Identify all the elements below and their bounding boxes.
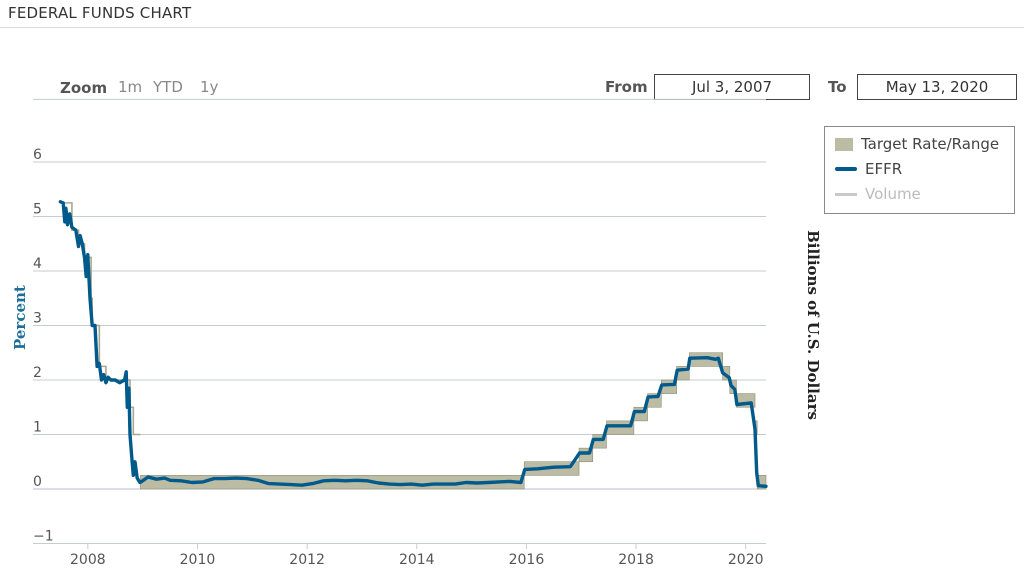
- y-tick-label: 0: [33, 474, 42, 490]
- x-tick-label: 2018: [618, 552, 654, 568]
- y-tick-layer: −1 0 1 2 3 4 5 6: [33, 147, 54, 545]
- x-tick-label: 2014: [399, 552, 435, 568]
- x-tick-layer: 2008 2010 2012 2014 2016 2018 2020: [70, 552, 764, 568]
- from-label: From: [605, 78, 648, 96]
- legend-label-effr: EFFR: [865, 160, 903, 178]
- target-rate-layer: [60, 202, 767, 490]
- x-tick-label: 2010: [180, 552, 216, 568]
- legend: Target Rate/Range EFFR Volume: [824, 126, 1015, 214]
- volume-swatch-icon: [835, 192, 857, 196]
- y-tick-label: −1: [33, 529, 54, 545]
- legend-label-target: Target Rate/Range: [861, 135, 1000, 153]
- zoom-label: Zoom: [60, 79, 108, 97]
- x-tick-label: 2008: [70, 552, 106, 568]
- to-date-input[interactable]: May 13, 2020: [857, 74, 1017, 100]
- effr-layer: [58, 200, 768, 488]
- to-label: To: [828, 78, 847, 96]
- y-tick-label: 5: [33, 202, 42, 218]
- from-date-input[interactable]: Jul 3, 2007: [654, 74, 810, 100]
- zoom-1m-button[interactable]: 1m: [118, 78, 143, 96]
- x-tick-label: 2012: [289, 552, 325, 568]
- y-tick-label: 4: [33, 256, 42, 272]
- effr-series-line: [58, 200, 768, 488]
- y-tick-label: 6: [33, 147, 42, 163]
- target-swatch-icon: [835, 137, 853, 151]
- y-tick-label: 1: [33, 420, 42, 436]
- zoom-1y-button[interactable]: 1y: [200, 78, 219, 96]
- x-tick-label: 2016: [509, 552, 545, 568]
- zoom-ytd-button[interactable]: YTD: [153, 78, 183, 96]
- legend-item-effr[interactable]: EFFR: [835, 160, 902, 178]
- legend-label-volume: Volume: [865, 185, 921, 203]
- title-divider: [0, 27, 1024, 28]
- x-tick-label: 2020: [728, 552, 764, 568]
- legend-item-target[interactable]: Target Rate/Range: [835, 135, 999, 153]
- legend-item-volume[interactable]: Volume: [835, 185, 921, 203]
- effr-swatch-icon: [835, 167, 857, 171]
- y-tick-label: 3: [33, 311, 42, 327]
- page-title: FEDERAL FUNDS CHART: [8, 4, 192, 22]
- y-tick-label: 2: [33, 365, 42, 381]
